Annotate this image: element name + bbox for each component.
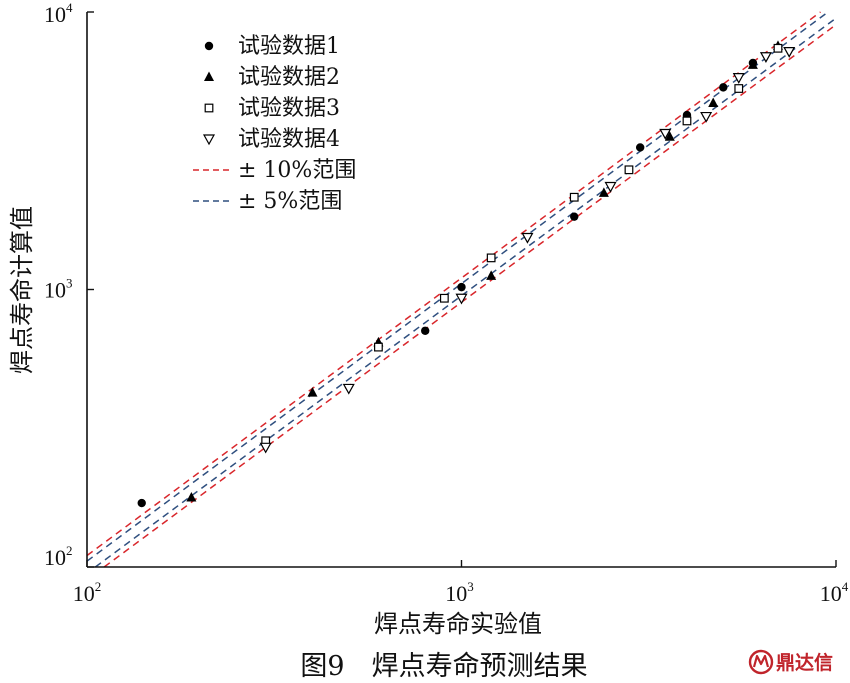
band-line [94,18,836,568]
series-2-point [186,492,197,502]
series-2-point [664,131,675,141]
watermark-logo: 鼎达信 [748,649,833,675]
series-3-point [439,293,449,303]
series-3-point [682,116,692,126]
x-tick-exponent: 3 [467,579,474,594]
legend-label-series-1: 试验数据1 [238,34,340,59]
y-tick-base: 10 [44,2,66,27]
series-4-point [259,442,272,454]
logo-icon [748,649,774,675]
data-points [137,40,796,508]
series-3-point [374,342,383,352]
series-3-point [734,84,744,93]
series-2-point [307,387,318,397]
series-2-point [486,270,497,280]
x-tick-base: 10 [445,581,467,606]
series-3-point [624,165,634,175]
series-4-point [455,293,468,305]
y-tick-base: 10 [44,278,66,303]
series-1-point [719,83,728,92]
legend-label-band-2: ± 5%范围 [238,189,342,214]
series-3-point [569,192,579,202]
legend-label-series-3: 试验数据3 [238,96,340,121]
legend-marker-series-2 [204,71,214,81]
series-1-point [635,143,645,152]
x-tick-base: 10 [73,581,95,606]
watermark-text: 鼎达信 [776,651,833,674]
y-tick-base: 10 [44,545,66,570]
y-axis-title: 焊点寿命计算值 [8,206,36,374]
series-4-point [342,383,355,395]
figure-caption: 图9 焊点寿命预测结果 [300,651,587,682]
series-1-point [137,498,146,508]
y-tick-exponent: 2 [66,543,73,558]
series-1-point [421,326,430,335]
y-tick-label: 104 [44,0,73,27]
series-4-point [759,52,772,63]
series-2-point [747,59,758,69]
x-tick-base: 10 [820,581,842,606]
legend-label-series-4: 试验数据4 [238,127,340,152]
y-tick-label: 102 [44,543,73,570]
series-4-point [659,128,672,140]
x-tick-exponent: 4 [842,579,849,594]
series-4-point [521,232,534,244]
y-tick-exponent: 4 [66,0,73,15]
x-tick-label: 102 [73,579,102,606]
series-4-point [732,73,745,84]
y-tick-label: 103 [44,276,73,303]
x-tick-label: 103 [445,579,474,606]
series-4-point [604,181,617,193]
series-2-point [708,97,719,107]
series-2-point [598,187,609,197]
series-1-point [570,212,579,221]
band-line [86,11,821,557]
legend-marker-series-4 [202,134,216,146]
legend-marker-series-3 [204,103,214,113]
y-tick-exponent: 3 [66,276,73,291]
legend-label-band-1: ± 10%范围 [238,158,356,183]
series-3-point [773,43,783,53]
x-axis-title: 焊点寿命实验值 [374,610,542,638]
legend-marker-series-1 [204,41,214,51]
series-1-point [457,282,466,292]
band-line [103,24,836,568]
legend: 试验数据1 试验数据2 试验数据3 试验数据4 ± 10%范围 ± 5%范围 [193,34,356,214]
x-tick-exponent: 2 [95,579,102,594]
series-4-point [783,46,796,58]
x-tick-label: 104 [820,579,849,606]
series-4-point [700,111,713,123]
legend-label-series-2: 试验数据2 [238,65,340,90]
series-3-point [486,253,496,263]
